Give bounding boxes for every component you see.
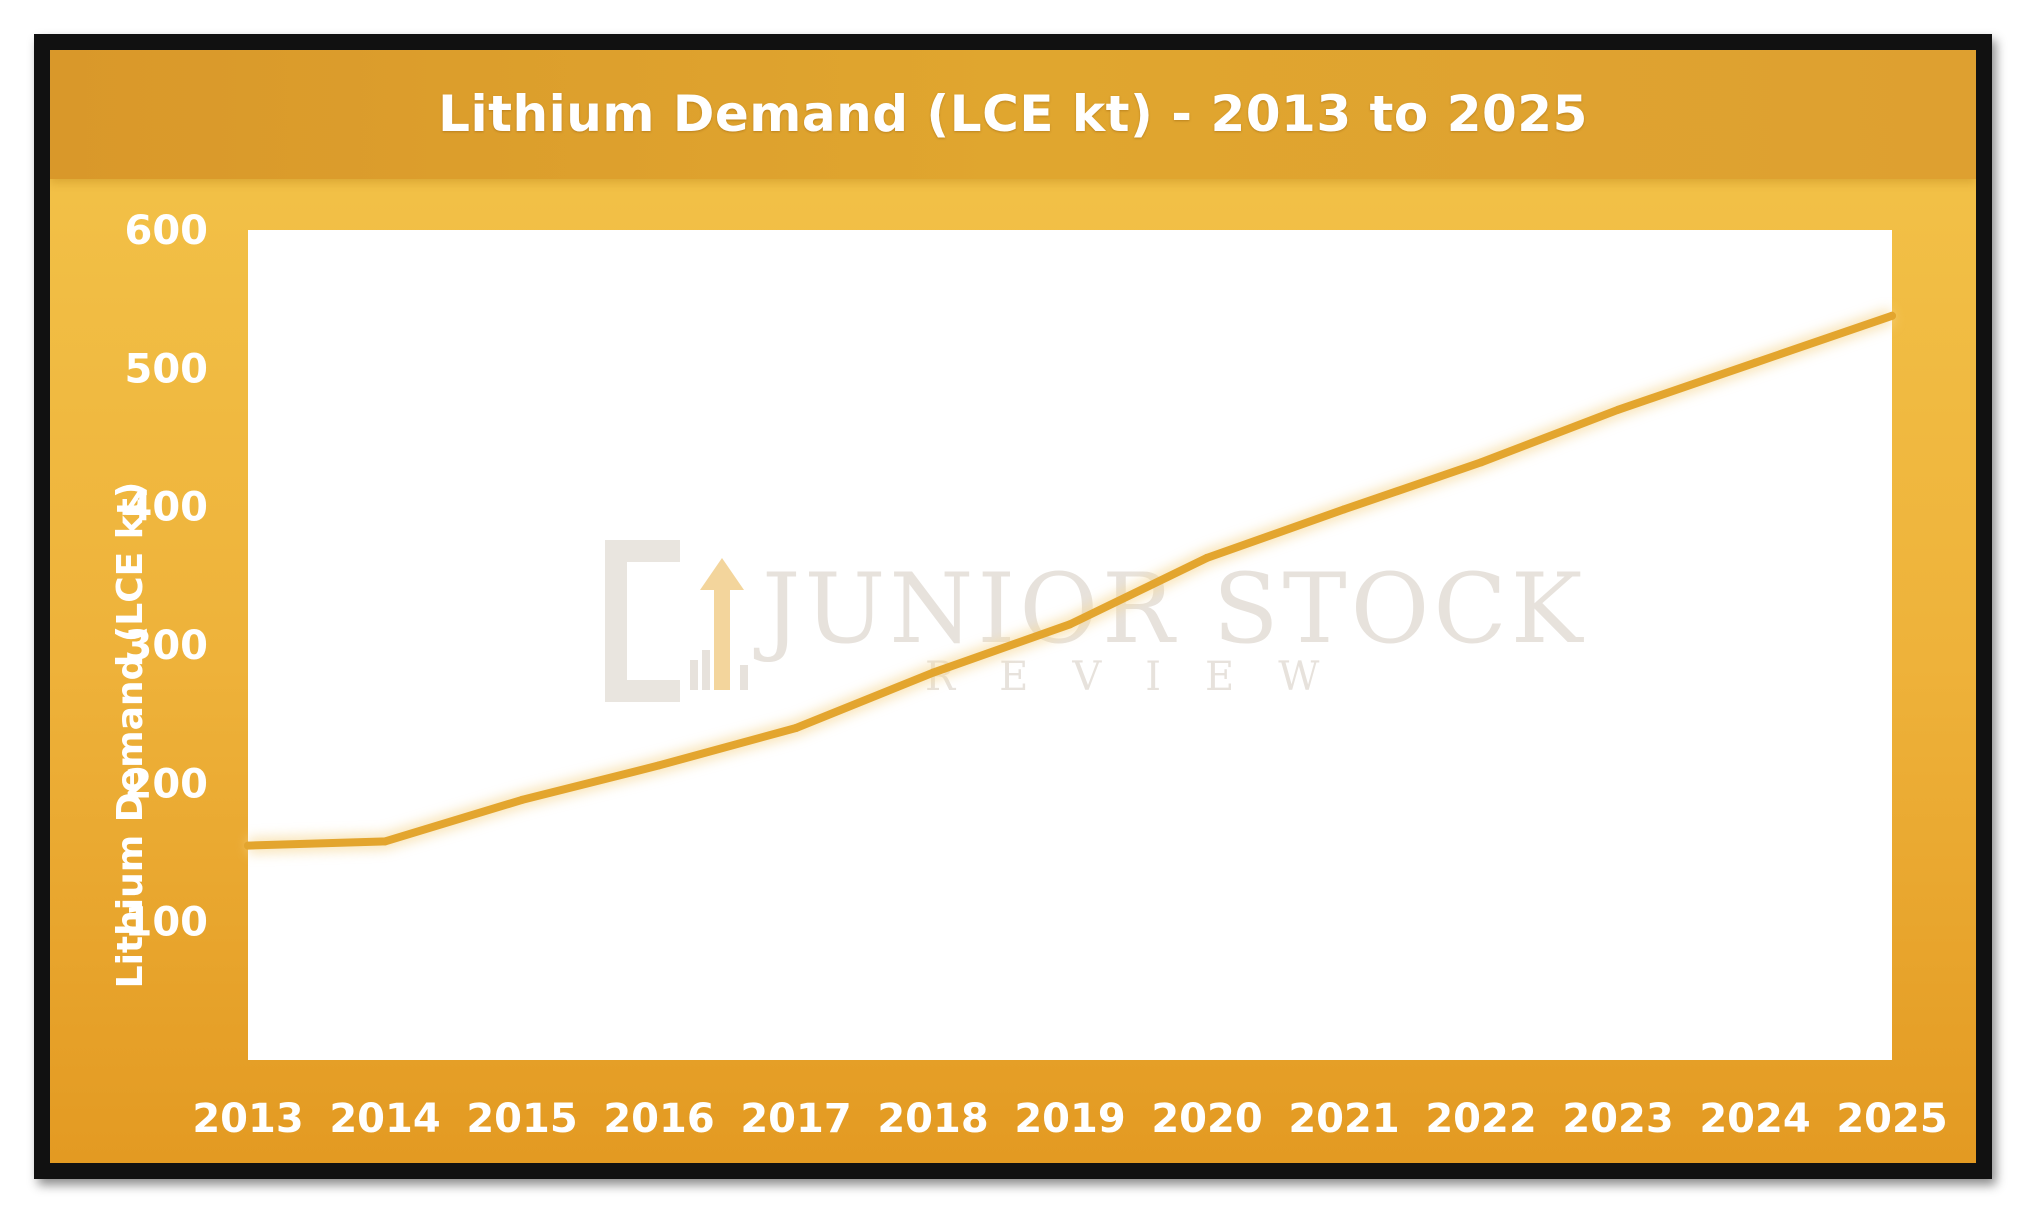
data-point-2024 <box>1751 358 1759 367</box>
data-point-2015 <box>518 795 526 804</box>
y-axis-label: Lithium Demand (LCE kt) <box>110 482 151 989</box>
data-point-2014 <box>381 837 389 846</box>
watermark-bar-icon <box>740 665 748 690</box>
x-tick-label: 2019 <box>1014 1096 1125 1142</box>
plot-area <box>248 230 1892 1060</box>
x-tick-label: 2013 <box>192 1096 303 1142</box>
data-point-2013 <box>244 841 252 850</box>
y-tick-label: 200 <box>125 761 209 807</box>
x-tick-label: 2017 <box>740 1096 851 1142</box>
watermark-bar-icon <box>702 650 710 690</box>
data-point-2019 <box>1066 620 1074 629</box>
x-tick-label: 2023 <box>1562 1096 1673 1142</box>
data-point-2025 <box>1888 311 1896 320</box>
x-tick-label: 2018 <box>877 1096 988 1142</box>
x-tick-label: 2022 <box>1425 1096 1536 1142</box>
data-point-2016 <box>655 761 663 770</box>
chart-panel: Lithium Demand (LCE kt) - 2013 to 2025 J… <box>50 50 1976 1163</box>
x-tick-label: 2025 <box>1836 1096 1947 1142</box>
data-point-2022 <box>1477 458 1485 467</box>
data-point-2023 <box>1614 405 1622 414</box>
watermark-sub: REVIEW <box>925 654 1363 700</box>
title-bar <box>50 50 1976 179</box>
x-tick-label: 2020 <box>1151 1096 1262 1142</box>
y-tick-label: 100 <box>125 900 209 946</box>
y-tick-label: 500 <box>125 346 209 392</box>
watermark-bracket-icon <box>605 540 680 702</box>
watermark-arrow-icon <box>700 558 744 690</box>
x-tick-label: 2014 <box>329 1096 440 1142</box>
y-tick-label: 300 <box>125 623 209 669</box>
y-tick-label: 400 <box>125 485 209 531</box>
data-point-2018 <box>929 668 937 677</box>
x-tick-label: 2016 <box>603 1096 714 1142</box>
chart-frame: Lithium Demand (LCE kt) - 2013 to 2025 J… <box>34 34 1992 1179</box>
watermark-bar-icon <box>690 660 698 690</box>
data-point-2021 <box>1340 505 1348 514</box>
x-tick-label: 2015 <box>466 1096 577 1142</box>
chart-title: Lithium Demand (LCE kt) - 2013 to 2025 <box>438 85 1588 143</box>
data-point-2020 <box>1203 553 1211 562</box>
y-tick-label: 600 <box>125 208 209 254</box>
x-tick-label: 2024 <box>1699 1096 1810 1142</box>
x-tick-label: 2021 <box>1288 1096 1399 1142</box>
data-point-2017 <box>792 724 800 732</box>
